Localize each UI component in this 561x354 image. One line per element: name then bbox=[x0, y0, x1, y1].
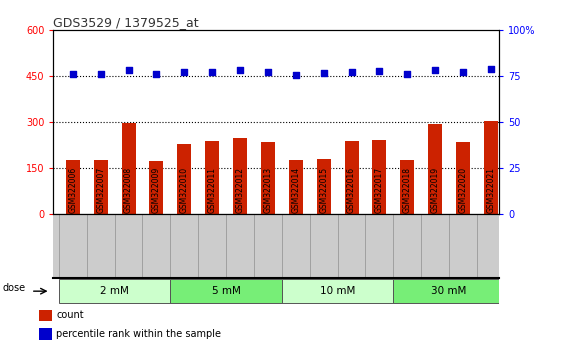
Point bbox=[375, 68, 384, 73]
Text: 30 mM: 30 mM bbox=[431, 286, 467, 296]
Bar bbox=[149, 161, 163, 214]
Text: dose: dose bbox=[3, 282, 26, 293]
Point bbox=[347, 70, 356, 75]
Point bbox=[264, 70, 273, 75]
Point bbox=[319, 70, 328, 76]
Bar bbox=[39, 328, 52, 340]
Bar bbox=[171, 279, 282, 303]
Bar bbox=[261, 142, 275, 214]
Bar bbox=[39, 309, 52, 321]
Point bbox=[458, 70, 467, 75]
Point bbox=[68, 72, 77, 77]
Point bbox=[96, 72, 105, 77]
Bar bbox=[289, 160, 303, 214]
Bar bbox=[344, 141, 358, 214]
Point bbox=[236, 67, 245, 73]
Bar bbox=[428, 124, 442, 214]
Text: percentile rank within the sample: percentile rank within the sample bbox=[56, 329, 221, 339]
Bar bbox=[456, 142, 470, 214]
Point bbox=[486, 66, 495, 72]
Point bbox=[180, 70, 189, 75]
Bar bbox=[233, 138, 247, 214]
Bar bbox=[66, 160, 80, 214]
Text: 5 mM: 5 mM bbox=[211, 286, 241, 296]
Text: 10 mM: 10 mM bbox=[320, 286, 355, 296]
Point bbox=[208, 69, 217, 74]
Bar bbox=[205, 141, 219, 214]
Bar bbox=[393, 279, 505, 303]
Point bbox=[124, 67, 133, 73]
Bar bbox=[94, 160, 108, 214]
Bar bbox=[317, 159, 330, 214]
Bar bbox=[122, 123, 136, 214]
Text: count: count bbox=[56, 310, 84, 320]
Bar bbox=[177, 144, 191, 214]
Bar bbox=[484, 121, 498, 214]
Bar bbox=[59, 279, 171, 303]
Bar bbox=[373, 139, 387, 214]
Bar bbox=[401, 160, 414, 214]
Bar bbox=[282, 279, 393, 303]
Point bbox=[152, 72, 161, 77]
Point bbox=[403, 72, 412, 77]
Point bbox=[431, 67, 440, 73]
Text: GDS3529 / 1379525_at: GDS3529 / 1379525_at bbox=[53, 16, 199, 29]
Point bbox=[291, 72, 300, 78]
Text: 2 mM: 2 mM bbox=[100, 286, 129, 296]
